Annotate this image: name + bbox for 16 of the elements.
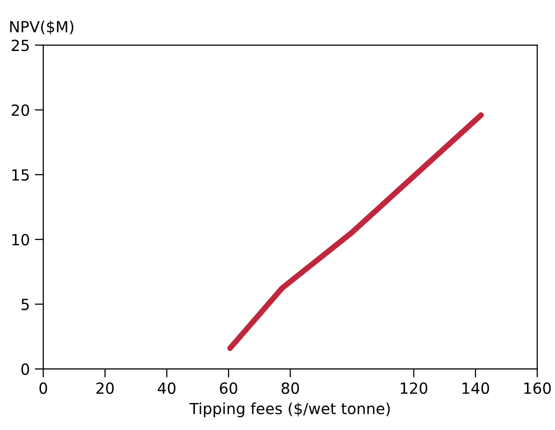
y-tick-label: 10 xyxy=(12,234,30,246)
x-tick-label: 160 xyxy=(524,382,551,394)
y-axis-title: NPV($M) xyxy=(10,20,74,35)
y-tick-label: 15 xyxy=(12,169,29,181)
y-tick-label: 20 xyxy=(12,104,30,116)
x-tick-label: 20 xyxy=(96,382,114,394)
x-tick-label: 0 xyxy=(39,382,48,394)
y-tick-label: 0 xyxy=(21,363,30,375)
x-axis-title: Tipping fees ($/wet tonne) xyxy=(189,402,390,418)
x-tick-label: 140 xyxy=(462,382,490,394)
x-tick-label: 40 xyxy=(158,382,176,394)
x-tick-label: 80 xyxy=(282,382,299,394)
x-tick-label: 60 xyxy=(220,382,238,394)
y-tick-label: 5 xyxy=(22,298,29,310)
x-tick-label: 120 xyxy=(400,382,428,394)
y-tick-label: 25 xyxy=(12,40,29,52)
